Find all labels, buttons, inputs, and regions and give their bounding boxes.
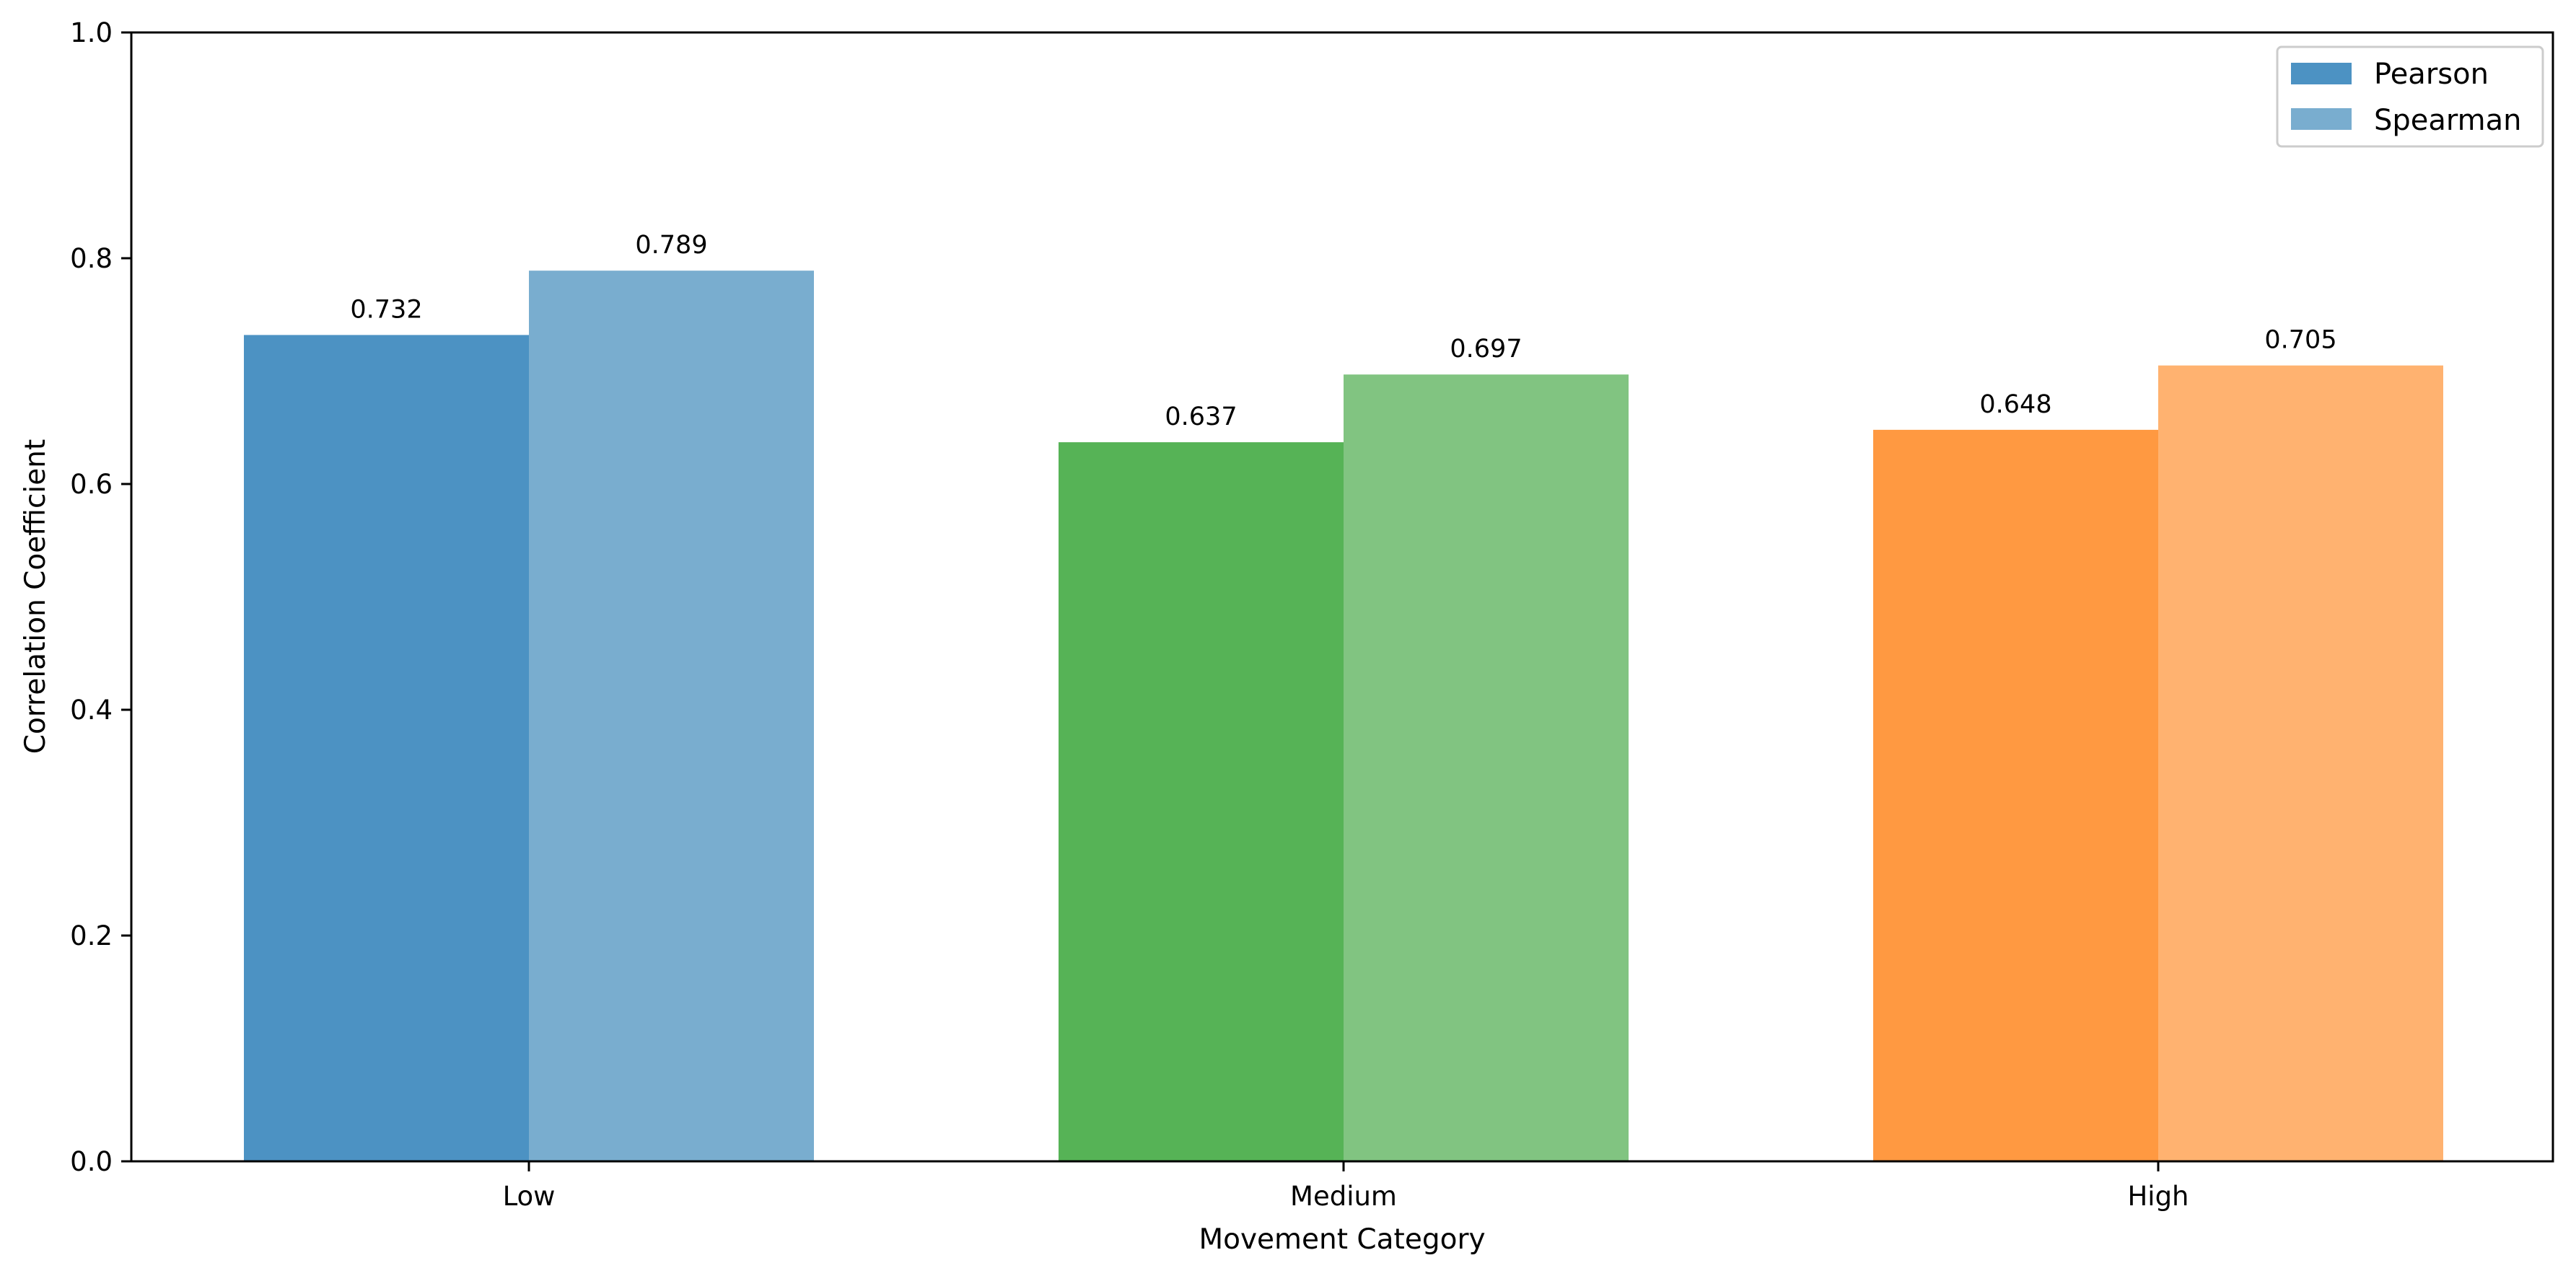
- data-label-pearson-low: 0.732: [350, 295, 422, 324]
- x-axis: Low Medium High: [503, 1161, 2189, 1212]
- y-axis-label: Correlation Coefficient: [19, 439, 52, 754]
- x-tick-label-high: High: [2127, 1181, 2189, 1212]
- legend-swatch-spearman: [2291, 108, 2352, 130]
- bar-spearman-high: [2158, 365, 2443, 1161]
- data-label-pearson-medium: 0.637: [1165, 402, 1237, 431]
- y-axis: 0.0 0.2 0.4 0.6 0.8 1.0: [70, 17, 131, 1177]
- x-axis-label: Movement Category: [1199, 1223, 1485, 1256]
- bars-group: [244, 270, 2443, 1162]
- bar-pearson-medium: [1059, 442, 1344, 1161]
- data-label-spearman-high: 0.705: [2264, 326, 2336, 355]
- legend-label-pearson: Pearson: [2374, 58, 2489, 91]
- bar-pearson-high: [1873, 429, 2158, 1161]
- data-label-spearman-medium: 0.697: [1450, 335, 1522, 364]
- legend-label-spearman: Spearman: [2374, 104, 2521, 137]
- y-tick-label-0: 0.0: [70, 1146, 113, 1177]
- bar-spearman-low: [529, 270, 814, 1162]
- y-tick-label-1: 0.2: [70, 920, 113, 951]
- x-tick-label-medium: Medium: [1290, 1181, 1397, 1212]
- data-label-spearman-low: 0.789: [635, 231, 707, 260]
- data-label-pearson-high: 0.648: [1979, 390, 2051, 419]
- bar-pearson-low: [244, 335, 529, 1161]
- plot-frame: [130, 31, 2554, 1163]
- y-tick-label-2: 0.4: [70, 695, 113, 726]
- y-tick-label-4: 0.8: [70, 243, 113, 274]
- legend-swatch-pearson: [2291, 63, 2352, 84]
- y-tick-label-3: 0.6: [70, 469, 113, 500]
- data-labels-group: 0.732 0.789 0.637 0.697 0.648 0.705: [350, 231, 2336, 431]
- bar-spearman-medium: [1344, 374, 1629, 1161]
- legend: Pearson Spearman: [2276, 45, 2544, 148]
- y-tick-label-5: 1.0: [70, 17, 113, 48]
- x-tick-label-low: Low: [503, 1181, 556, 1212]
